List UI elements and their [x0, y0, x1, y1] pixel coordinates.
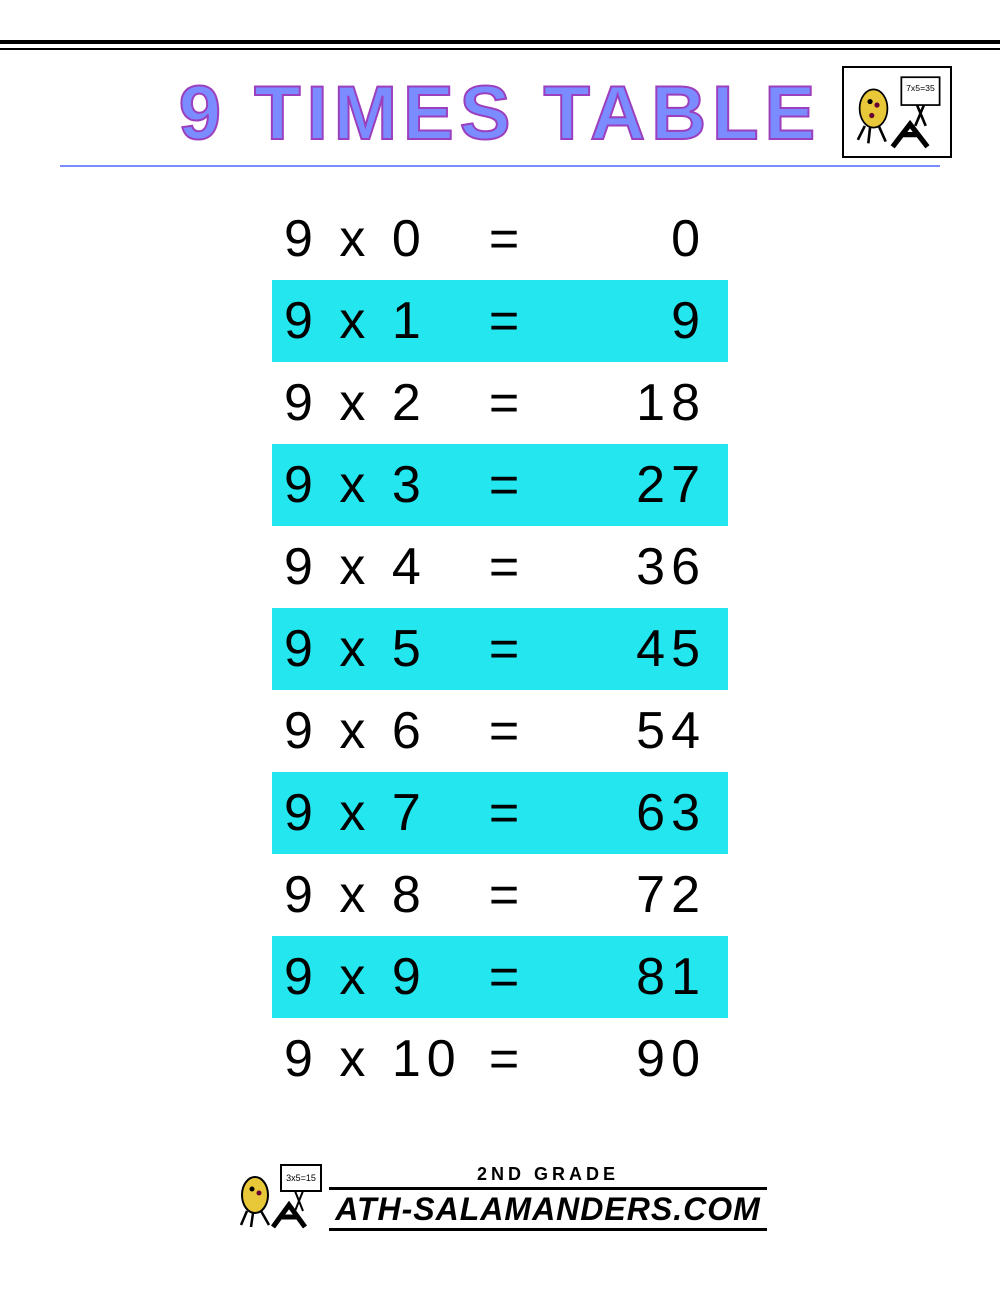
equation-lhs: 9 x 4: [272, 537, 472, 597]
equation-rhs: 18: [542, 373, 728, 433]
equation-rhs: 45: [542, 619, 728, 679]
table-row: 9 x 8=72: [272, 854, 728, 936]
table-row: 9 x 7=63: [272, 772, 728, 854]
equation-lhs: 9 x 10: [272, 1029, 472, 1089]
equation-lhs: 9 x 9: [272, 947, 472, 1007]
equation-eq: =: [472, 783, 542, 843]
equation-rhs: 9: [542, 291, 728, 351]
equation-rhs: 27: [542, 455, 728, 515]
equation-lhs: 9 x 3: [272, 455, 472, 515]
table-row: 9 x 3=27: [272, 444, 728, 526]
equation-rhs: 54: [542, 701, 728, 761]
brand-label: ATH-SALAMANDERS.COM: [329, 1187, 766, 1231]
table-row: 9 x 0=0: [272, 198, 728, 280]
equation-eq: =: [472, 455, 542, 515]
table-row: 9 x 6=54: [272, 690, 728, 772]
table-row: 9 x 10=90: [272, 1018, 728, 1100]
table-row: 9 x 9=81: [272, 936, 728, 1018]
salamander-logo-icon: 7x5=35: [848, 72, 946, 152]
equation-lhs: 9 x 1: [272, 291, 472, 351]
equation-lhs: 9 x 6: [272, 701, 472, 761]
table-row: 9 x 5=45: [272, 608, 728, 690]
equation-rhs: 81: [542, 947, 728, 1007]
equation-rhs: 0: [542, 209, 728, 269]
equation-lhs: 9 x 5: [272, 619, 472, 679]
table-row: 9 x 1=9: [272, 280, 728, 362]
top-logo-box: 7x5=35: [842, 66, 952, 158]
equation-rhs: 72: [542, 865, 728, 925]
footer-text-block: 2ND GRADE ATH-SALAMANDERS.COM: [329, 1164, 766, 1231]
table-row: 9 x 2=18: [272, 362, 728, 444]
equation-eq: =: [472, 537, 542, 597]
equation-eq: =: [472, 1029, 542, 1089]
equation-eq: =: [472, 947, 542, 1007]
page-title: 9 TIMES TABLE: [60, 70, 940, 157]
equation-eq: =: [472, 209, 542, 269]
title-underline: [60, 165, 940, 167]
grade-label: 2ND GRADE: [329, 1164, 766, 1185]
equation-eq: =: [472, 291, 542, 351]
equation-eq: =: [472, 865, 542, 925]
equation-eq: =: [472, 373, 542, 433]
equation-lhs: 9 x 0: [272, 209, 472, 269]
equation-lhs: 9 x 7: [272, 783, 472, 843]
svg-text:7x5=35: 7x5=35: [906, 83, 935, 93]
equation-eq: =: [472, 701, 542, 761]
footer-salamander-logo-icon: 3x5=15: [233, 1161, 325, 1231]
times-table: 9 x 0=09 x 1=99 x 2=189 x 3=279 x 4=369 …: [272, 198, 728, 1100]
equation-rhs: 63: [542, 783, 728, 843]
top-horizontal-rule: [0, 40, 1000, 50]
equation-lhs: 9 x 8: [272, 865, 472, 925]
equation-eq: =: [472, 619, 542, 679]
equation-rhs: 36: [542, 537, 728, 597]
table-row: 9 x 4=36: [272, 526, 728, 608]
svg-text:3x5=15: 3x5=15: [286, 1173, 316, 1183]
footer: 3x5=15 2ND GRADE ATH-SALAMANDERS.COM: [0, 1161, 1000, 1236]
equation-lhs: 9 x 2: [272, 373, 472, 433]
equation-rhs: 90: [542, 1029, 728, 1089]
